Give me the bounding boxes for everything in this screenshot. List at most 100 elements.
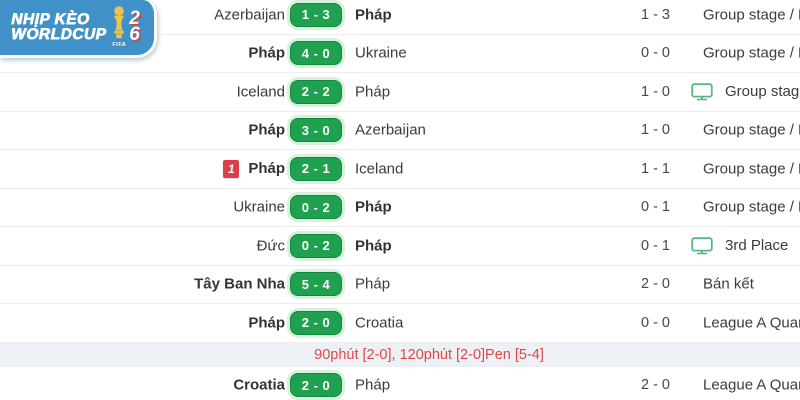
home-team-name: Pháp bbox=[248, 160, 285, 178]
stage-cell: 3rd Place bbox=[691, 237, 800, 255]
fifa-label: FIFA bbox=[112, 42, 127, 48]
stage-label: Group stage / E bbox=[703, 44, 800, 62]
away-team-cell: Pháp bbox=[355, 377, 390, 394]
stage-cell: Group stage / E bbox=[691, 122, 800, 139]
home-team-cell: Pháp bbox=[40, 45, 285, 62]
stage-cell: Group stage / E bbox=[691, 45, 800, 62]
full-time-score: 2 - 1 bbox=[301, 161, 331, 177]
halftime-score: 2 - 0 bbox=[640, 377, 670, 394]
full-time-score: 1 - 3 bbox=[301, 7, 331, 23]
full-time-score: 2 - 0 bbox=[301, 315, 331, 331]
score-pill: 0 - 2 bbox=[290, 195, 342, 220]
halftime-score: 0 - 0 bbox=[640, 45, 670, 62]
score-pill: 2 - 0 bbox=[290, 373, 342, 398]
match-row[interactable]: Iceland 2 - 2 Pháp 1 - 0 Group stage bbox=[0, 73, 800, 112]
full-time-score: 0 - 2 bbox=[301, 199, 331, 215]
logo-wordmark: NHỊP KÈO WORLDCUP bbox=[11, 10, 107, 43]
away-team-cell: Iceland bbox=[355, 160, 403, 177]
logo-emblem: FIFA 2 6 bbox=[111, 5, 140, 48]
away-team-cell: Pháp bbox=[355, 199, 392, 216]
away-team-cell: Croatia bbox=[355, 314, 403, 331]
score-pill: 2 - 1 bbox=[290, 156, 342, 181]
logo-year: 2 6 bbox=[129, 7, 140, 45]
tv-icon bbox=[691, 237, 713, 255]
logo-year-bottom-digit: 6 bbox=[129, 23, 140, 45]
stage-cell: Group stage / E bbox=[691, 160, 800, 177]
stage-label: League A Quart bbox=[703, 314, 800, 332]
full-time-score: 4 - 0 bbox=[301, 45, 331, 61]
stage-label: Group stage bbox=[725, 83, 800, 101]
halftime-score: 2 - 0 bbox=[640, 276, 670, 293]
home-team-name: Croatia bbox=[233, 376, 285, 394]
home-team-name: Tây Ban Nha bbox=[194, 275, 285, 293]
red-card-badge: 1 bbox=[223, 159, 240, 178]
home-team-cell: 1 Pháp bbox=[40, 159, 285, 178]
stage-label: Group stage / E bbox=[703, 198, 800, 216]
logo-year-top-digit: 2 bbox=[129, 7, 140, 29]
stage-cell: League A Quart bbox=[691, 377, 800, 394]
home-team-name: Pháp bbox=[248, 44, 285, 62]
away-team-cell: Pháp bbox=[355, 276, 390, 293]
stage-label: Group stage / E bbox=[703, 121, 800, 139]
away-team-name: Pháp bbox=[355, 198, 392, 216]
away-team-name: Ukraine bbox=[355, 44, 407, 62]
home-team-name: Pháp bbox=[248, 121, 285, 139]
home-team-name: Iceland bbox=[236, 83, 285, 101]
stage-cell: Group stage / E bbox=[691, 199, 800, 216]
match-row[interactable]: Pháp 3 - 0 Azerbaijan 1 - 0 Group stage … bbox=[0, 111, 800, 150]
away-team-name: Pháp bbox=[355, 237, 392, 255]
stage-label: Group stage / E bbox=[703, 6, 800, 24]
score-pill: 2 - 0 bbox=[290, 310, 342, 335]
away-team-cell: Pháp bbox=[355, 237, 392, 254]
worldcup-trophy-icon bbox=[113, 6, 125, 39]
home-team-cell: Tây Ban Nha bbox=[40, 276, 285, 293]
away-team-name: Pháp bbox=[355, 6, 392, 24]
away-team-name: Pháp bbox=[355, 376, 391, 394]
stage-cell: League A Quart bbox=[691, 314, 800, 331]
stage-label: League A Quart bbox=[703, 376, 800, 394]
full-time-score: 2 - 0 bbox=[301, 377, 331, 393]
home-team-name: Pháp bbox=[248, 314, 285, 332]
stage-cell: Bán kết bbox=[691, 276, 800, 293]
match-row[interactable]: Tây Ban Nha 5 - 4 Pháp 2 - 0 Bán kết bbox=[0, 265, 800, 304]
home-team-cell: Iceland bbox=[40, 83, 285, 100]
site-logo[interactable]: NHỊP KÈO WORLDCUP FIFA 2 6 bbox=[0, 0, 157, 58]
halftime-score: 0 - 1 bbox=[640, 199, 670, 216]
penalty-note: 90phút [2-0], 120phút [2-0]Pen [5-4] bbox=[314, 346, 544, 363]
halftime-score: 0 - 1 bbox=[640, 237, 670, 254]
home-team-name: Ukraine bbox=[233, 198, 285, 216]
score-pill: 0 - 2 bbox=[290, 233, 342, 258]
home-team-name: Azerbaijan bbox=[214, 6, 285, 24]
home-team-cell: Pháp bbox=[40, 314, 285, 331]
away-team-cell: Azerbaijan bbox=[355, 122, 426, 139]
halftime-score: 1 - 0 bbox=[640, 122, 670, 139]
logo-line2: WORLDCUP bbox=[11, 25, 107, 43]
match-row[interactable]: Croatia 2 - 0 Pháp 2 - 0 League A Quart bbox=[0, 366, 800, 400]
halftime-score: 0 - 0 bbox=[640, 314, 670, 331]
match-row[interactable]: Ukraine 0 - 2 Pháp 0 - 1 Group stage / E bbox=[0, 188, 800, 227]
away-team-name: Pháp bbox=[355, 275, 391, 293]
halftime-score: 1 - 0 bbox=[640, 83, 670, 100]
home-team-cell: Croatia bbox=[40, 377, 285, 394]
trophy-column: FIFA bbox=[111, 5, 127, 48]
score-pill: 1 - 3 bbox=[290, 2, 342, 27]
match-row[interactable]: Pháp 2 - 0 Croatia 0 - 0 League A Quart bbox=[0, 304, 800, 343]
home-team-cell: Pháp bbox=[40, 122, 285, 139]
score-pill: 3 - 0 bbox=[290, 118, 342, 143]
logo-line1: NHỊP KÈO bbox=[11, 10, 90, 28]
stage-label: 3rd Place bbox=[725, 237, 789, 255]
full-time-score: 0 - 2 bbox=[301, 238, 331, 254]
away-team-name: Pháp bbox=[355, 83, 391, 101]
home-team-name: Đức bbox=[256, 237, 285, 255]
match-row[interactable]: 1 Pháp 2 - 1 Iceland 1 - 1 Group stage /… bbox=[0, 150, 800, 189]
home-team-cell: Đức bbox=[40, 237, 285, 254]
stage-label: Bán kết bbox=[703, 275, 754, 293]
halftime-score: 1 - 3 bbox=[640, 6, 670, 23]
full-time-score: 3 - 0 bbox=[301, 122, 331, 138]
away-team-cell: Pháp bbox=[355, 6, 392, 23]
score-pill: 2 - 2 bbox=[290, 79, 342, 104]
match-row[interactable]: Đức 0 - 2 Pháp 0 - 1 3rd Place bbox=[0, 227, 800, 266]
home-team-cell: Ukraine bbox=[40, 199, 285, 216]
away-team-name: Iceland bbox=[355, 160, 404, 178]
